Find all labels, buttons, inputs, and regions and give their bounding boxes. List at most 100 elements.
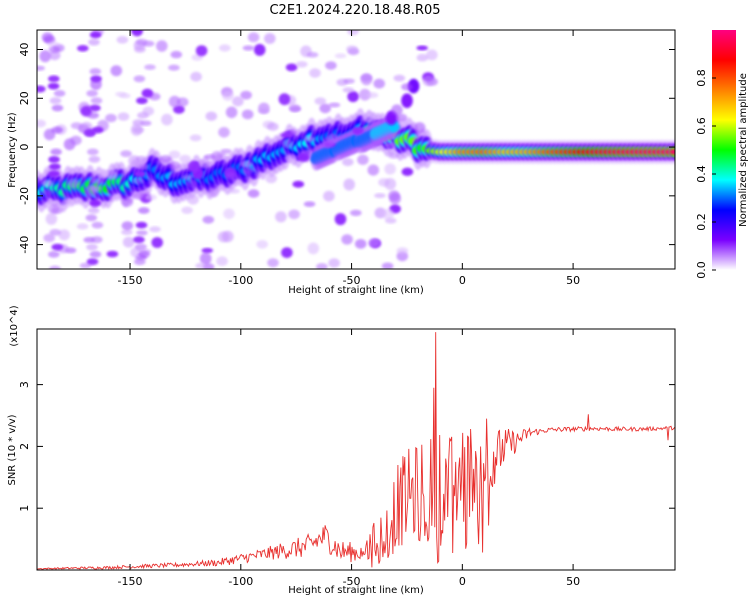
heatmap-cell (195, 45, 208, 57)
heatmap-cell (88, 38, 100, 46)
heatmap-cell (41, 188, 54, 197)
heatmap-cell (303, 201, 316, 208)
heatmap-cell (323, 190, 335, 202)
heatmap-cell (352, 126, 364, 135)
snr-series (37, 332, 675, 570)
heatmap-cell (133, 236, 145, 244)
heatmap-cell (70, 135, 82, 146)
heatmap-cell (110, 65, 123, 77)
heatmap-cell (232, 96, 244, 107)
heatmap-cell (86, 243, 98, 251)
heatmap-cell (204, 154, 216, 160)
heatmap-cell (374, 193, 386, 199)
heatmap-cell (37, 119, 46, 128)
chart-title: C2E1.2024.220.18.48.R05 (269, 3, 440, 18)
heatmap-cell (91, 177, 103, 185)
heatmap-cell (159, 155, 172, 163)
heatmap-cell (49, 97, 62, 105)
heatmap-cell (48, 170, 60, 178)
heatmap-cell (106, 170, 118, 180)
heatmap-cell (242, 167, 255, 175)
heatmap-cell (342, 87, 355, 93)
y-tick-label: -20 (18, 187, 31, 205)
heatmap-cell (91, 221, 104, 229)
heatmap-cell (168, 64, 180, 71)
y-tick-label: 2 (18, 443, 31, 450)
heatmap-cell (240, 160, 253, 168)
heatmap-cell (381, 262, 394, 269)
heatmap-cell (179, 154, 191, 164)
heatmap-cell (267, 122, 279, 131)
heatmap-cell (378, 178, 390, 187)
heatmap-cell (297, 153, 310, 162)
heatmap-cell (347, 91, 359, 103)
heatmap-cell (89, 104, 101, 112)
heatmap-cell (384, 163, 396, 175)
heatmap-cell (267, 258, 279, 268)
x-tick-label: 0 (459, 575, 466, 588)
heatmap-cell (173, 105, 185, 114)
heatmap-cell (257, 108, 270, 114)
heatmap-cell (89, 199, 101, 207)
heatmap-cell (366, 92, 379, 99)
spectrogram-frame (36, 29, 676, 270)
heatmap-cell (253, 43, 266, 56)
heatmap-cell (309, 68, 321, 78)
heatmap-cell (393, 74, 406, 82)
heatmap-cell (225, 172, 237, 181)
heatmap-cell (91, 126, 104, 134)
spectrogram-y-axis-label: Frequency (Hz) (7, 112, 18, 188)
heatmap-cell (247, 32, 260, 43)
heatmap-cell (131, 30, 143, 37)
heatmap-cell (195, 262, 207, 269)
heatmap-cell (121, 197, 133, 207)
heatmap-cell (149, 226, 161, 233)
heatmap-cell (416, 45, 429, 51)
x-tick-label: -150 (118, 575, 143, 588)
y-tick-label: 1 (18, 505, 31, 512)
heatmap-cell (186, 179, 198, 188)
heatmap-cell (96, 169, 109, 179)
heatmap-cell (86, 258, 99, 266)
heatmap-cell (401, 167, 414, 176)
heatmap-cell (325, 61, 337, 70)
heatmap-cell (288, 103, 301, 113)
heatmap-cell (168, 150, 181, 159)
heatmap-cell (205, 111, 218, 121)
heatmap-cell (242, 45, 255, 51)
heatmap-cell (137, 163, 149, 171)
x-tick-label: 0 (459, 274, 466, 287)
colorbar: 0.0 0.2 0.4 0.6 0.8 Normalized spectral ampl… (695, 30, 749, 279)
heatmap-cell (359, 88, 371, 101)
heatmap-cell (401, 83, 413, 91)
heatmap-cell (106, 250, 119, 258)
heatmap-cell (222, 91, 234, 101)
heatmap-cell (145, 194, 157, 201)
heatmap-cell (264, 33, 276, 44)
heatmap-cell (136, 38, 148, 46)
heatmap-cell (343, 178, 356, 191)
heatmap-cell (41, 32, 54, 43)
heatmap-cell (319, 103, 332, 114)
heatmap-cell (382, 208, 395, 220)
heatmap-cell (367, 164, 380, 176)
heatmap-cell (121, 229, 133, 235)
heatmap-cell (296, 61, 308, 68)
heatmap-cell (328, 258, 340, 268)
snr-line (37, 332, 675, 570)
heatmap-cell (189, 134, 202, 142)
x-tick-label: -50 (343, 274, 361, 287)
heatmap-cell (39, 50, 51, 63)
colorbar-tick-label: 0.4 (695, 165, 708, 183)
heatmap-cell (132, 177, 145, 185)
heatmap-cell (181, 206, 193, 214)
heatmap-cell (117, 112, 130, 121)
y-tick-label: 40 (18, 43, 31, 57)
heatmap-cell (426, 49, 438, 61)
heatmap-cell (48, 75, 60, 83)
heatmap-cell (197, 160, 210, 168)
snr-panel: -150 -100 -50 0 50 1 2 3 Height of straight li… (7, 305, 676, 596)
heatmap-cell (161, 113, 173, 126)
heatmap-cell (120, 150, 132, 158)
